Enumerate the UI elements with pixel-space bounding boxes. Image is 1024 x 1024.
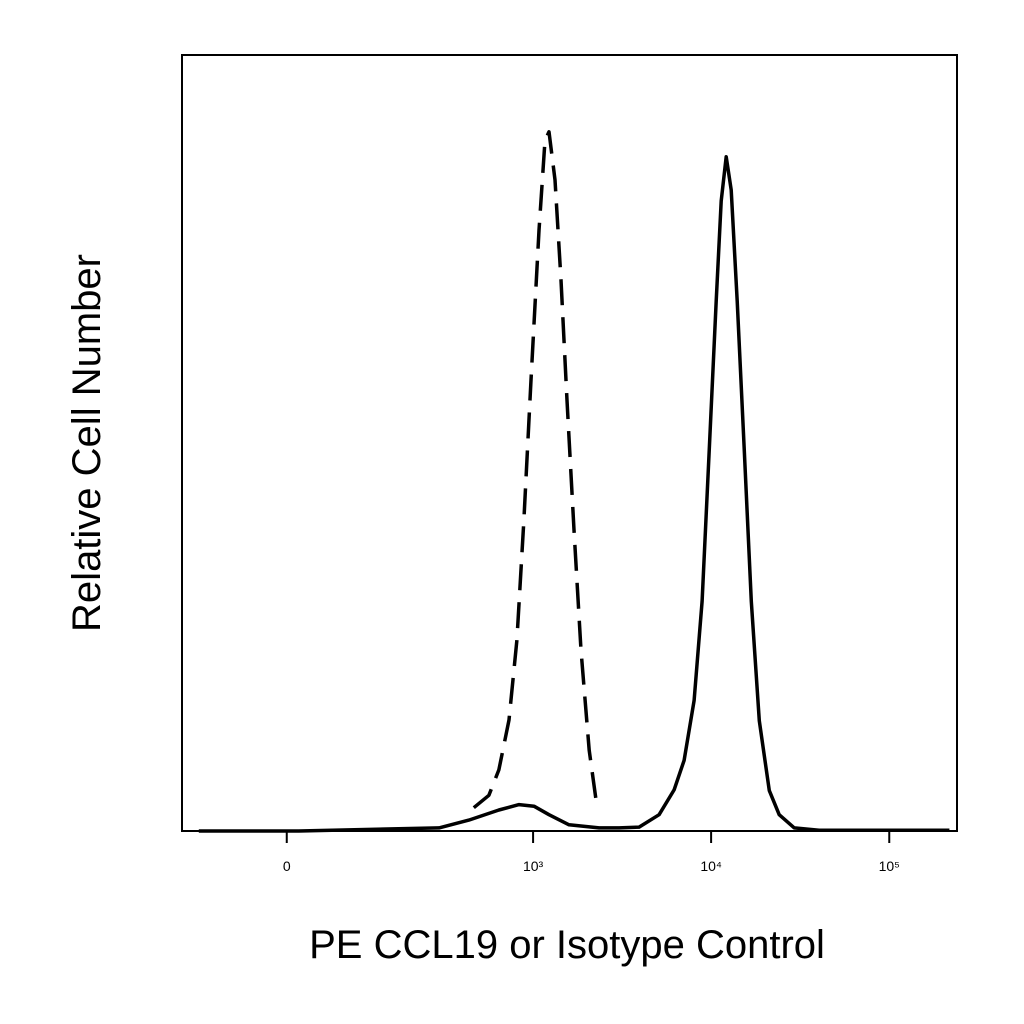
- stained-curve: [198, 154, 950, 833]
- y-axis-title: Relative Cell Number: [65, 254, 109, 632]
- x-tick-label: 0: [283, 858, 291, 874]
- x-axis-title: PE CCL19 or Isotype Control: [309, 923, 825, 967]
- x-tick-label: 10⁴: [700, 858, 722, 874]
- plot-frame: [181, 54, 958, 832]
- x-tick-label: 10³: [523, 858, 544, 874]
- isotype-curve: [472, 130, 599, 810]
- x-tick-label: 10⁵: [879, 858, 900, 874]
